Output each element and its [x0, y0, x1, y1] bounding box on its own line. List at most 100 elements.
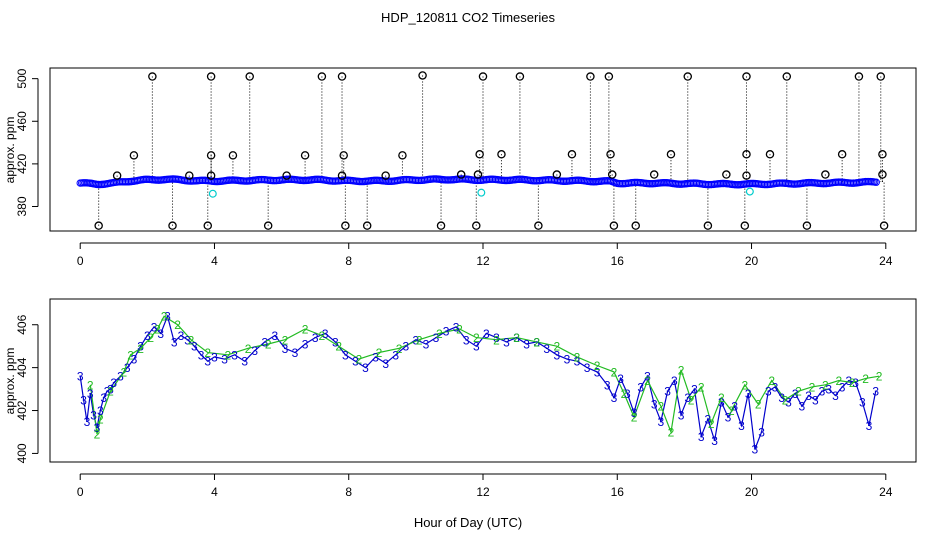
- series-3-label: 3: [554, 348, 561, 362]
- spike-high-point: [515, 72, 525, 81]
- series-3-label: 3: [493, 331, 500, 345]
- series-2-label: 2: [782, 393, 789, 407]
- series-2-label: 2: [631, 410, 638, 424]
- series-3-label: 3: [866, 419, 873, 433]
- spike-mid-point: [300, 151, 310, 160]
- series-3-label: 3: [513, 331, 520, 345]
- series-3-label: 3: [251, 344, 258, 358]
- series-3-label: 3: [594, 365, 601, 379]
- series-3-label: 3: [272, 329, 279, 343]
- series-3-label: 3: [825, 383, 832, 397]
- series-3-label: 3: [90, 408, 97, 422]
- series-2-label: 2: [493, 333, 500, 347]
- bottom-plot-frame: [49, 298, 917, 463]
- series-3-label: 3: [644, 370, 651, 384]
- spike-mid-point: [475, 150, 484, 159]
- series-2-label: 2: [658, 400, 665, 414]
- series-3-label: 3: [678, 408, 685, 422]
- spike-dip-point: [703, 221, 713, 230]
- series-3-label: 3: [604, 378, 611, 392]
- spike-high-point: [245, 72, 254, 81]
- spike-low-point: [185, 171, 194, 180]
- spike-high-point: [337, 72, 347, 81]
- series-2-label: 2: [97, 413, 104, 427]
- series-3-label: 3: [117, 370, 124, 384]
- spike-mid-point: [666, 150, 676, 159]
- series-2-label: 2: [718, 391, 725, 405]
- top-x-tick-label: 8: [345, 254, 352, 268]
- spike-low-point: [473, 170, 483, 179]
- series-3-label: 3: [282, 342, 289, 356]
- series-2-label: 2: [688, 393, 695, 407]
- series-3-label: 3: [778, 391, 785, 405]
- series-2-label: 2: [245, 342, 252, 356]
- series-2-label: 2: [621, 387, 628, 401]
- top-axes: 0 4 8 12 16 20 24 380 420 460 500: [15, 68, 893, 268]
- series-2-label: 2: [107, 385, 114, 399]
- series-3-label: 3: [523, 338, 530, 352]
- spike-high-point: [683, 72, 693, 81]
- spike-mid-point: [606, 150, 615, 159]
- x-axis-label: Hour of Day (UTC): [414, 515, 522, 530]
- series-3-label: 3: [433, 331, 440, 345]
- series-2-label: 2: [147, 331, 154, 345]
- spike-dip-point: [740, 221, 750, 230]
- series-3-label: 3: [832, 389, 839, 403]
- spike-high-point: [478, 72, 488, 81]
- spike-dip-point: [802, 221, 812, 230]
- spike-high-point: [604, 72, 614, 81]
- series-2-label: 2: [795, 385, 802, 399]
- series-3-label: 3: [372, 350, 379, 364]
- spike-low-point: [742, 171, 751, 180]
- series-3-label: 3: [184, 333, 191, 347]
- spike-low-point: [337, 171, 347, 180]
- series-2-label: 2: [809, 380, 816, 394]
- top-x-tick-label: 16: [611, 254, 625, 268]
- series-3-label: 3: [157, 327, 164, 341]
- spike-low-point: [607, 170, 617, 179]
- spike-dip-point: [436, 221, 446, 230]
- series-2-label: 2: [574, 350, 581, 364]
- spike-high-point: [586, 72, 595, 81]
- series-2-label: 2: [473, 331, 480, 345]
- bottom-x-tick-label: 20: [745, 485, 759, 499]
- spike-dip-point: [94, 221, 103, 230]
- spike-low-point: [206, 171, 216, 180]
- co2-point: [872, 178, 880, 186]
- series-3-label: 3: [718, 395, 725, 409]
- bottom-x-tick-label: 0: [77, 485, 84, 499]
- series-3-label: 3: [752, 443, 759, 457]
- series-2-label: 2: [137, 342, 144, 356]
- series-2-label: 2: [355, 353, 362, 367]
- bottom-x-tick-label: 8: [345, 485, 352, 499]
- series-2-label: 2: [768, 374, 775, 388]
- spike-mid-point: [129, 151, 139, 160]
- series-2-label: 2: [533, 335, 540, 349]
- spike-mid-point: [497, 150, 506, 159]
- spike-mid-point: [228, 151, 238, 160]
- series-2-label: 2: [302, 323, 309, 337]
- series-3-label: 3: [453, 320, 460, 334]
- series-3-label: 3: [110, 376, 117, 390]
- series-2-label: 2: [204, 346, 211, 360]
- top-plot-panel: 0 4 8 12 16 20 24 380 420 460 500 approx. ppm: [3, 67, 917, 268]
- series-3-label: 3: [785, 395, 792, 409]
- series-3-label: 3: [846, 374, 853, 388]
- spike-high-point: [317, 72, 327, 81]
- series-3-label: 3: [413, 333, 420, 347]
- series-3-label: 3: [611, 391, 618, 405]
- series-2-label: 2: [698, 380, 705, 394]
- series-3-label: 3: [94, 421, 101, 435]
- spike-dip-point: [879, 221, 889, 230]
- top-y-axis-label: approx. ppm: [3, 117, 17, 184]
- series-3-label: 3: [705, 413, 712, 427]
- series-3-label: 3: [382, 357, 389, 371]
- series-3-label: 3: [812, 393, 819, 407]
- series-3-label: 3: [503, 335, 510, 349]
- series-3-label: 3: [107, 383, 114, 397]
- spike-dip-point: [534, 221, 543, 230]
- series-3-label: 3: [658, 415, 665, 429]
- series-3-label: 3: [533, 335, 540, 349]
- top-plot-frame: [49, 67, 917, 232]
